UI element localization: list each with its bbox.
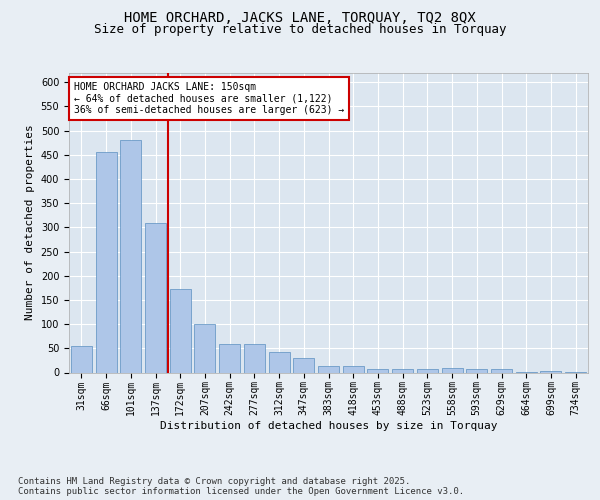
Bar <box>219 344 240 372</box>
Bar <box>491 369 512 372</box>
X-axis label: Distribution of detached houses by size in Torquay: Distribution of detached houses by size … <box>160 421 497 431</box>
Bar <box>269 352 290 372</box>
Text: HOME ORCHARD, JACKS LANE, TORQUAY, TQ2 8QX: HOME ORCHARD, JACKS LANE, TORQUAY, TQ2 8… <box>124 10 476 24</box>
Bar <box>417 369 438 372</box>
Bar <box>442 368 463 372</box>
Text: Size of property relative to detached houses in Torquay: Size of property relative to detached ho… <box>94 24 506 36</box>
Text: Contains HM Land Registry data © Crown copyright and database right 2025.: Contains HM Land Registry data © Crown c… <box>18 476 410 486</box>
Bar <box>145 222 166 372</box>
Bar <box>466 369 487 372</box>
Bar <box>71 346 92 372</box>
Bar <box>120 140 141 372</box>
Bar <box>95 152 116 372</box>
Bar <box>541 371 562 372</box>
Bar <box>293 358 314 372</box>
Bar <box>318 366 339 372</box>
Bar <box>367 368 388 372</box>
Bar <box>343 366 364 372</box>
Bar <box>194 324 215 372</box>
Bar <box>170 290 191 372</box>
Y-axis label: Number of detached properties: Number of detached properties <box>25 124 35 320</box>
Bar <box>392 369 413 372</box>
Bar <box>244 344 265 372</box>
Text: HOME ORCHARD JACKS LANE: 150sqm
← 64% of detached houses are smaller (1,122)
36%: HOME ORCHARD JACKS LANE: 150sqm ← 64% of… <box>74 82 344 114</box>
Text: Contains public sector information licensed under the Open Government Licence v3: Contains public sector information licen… <box>18 486 464 496</box>
